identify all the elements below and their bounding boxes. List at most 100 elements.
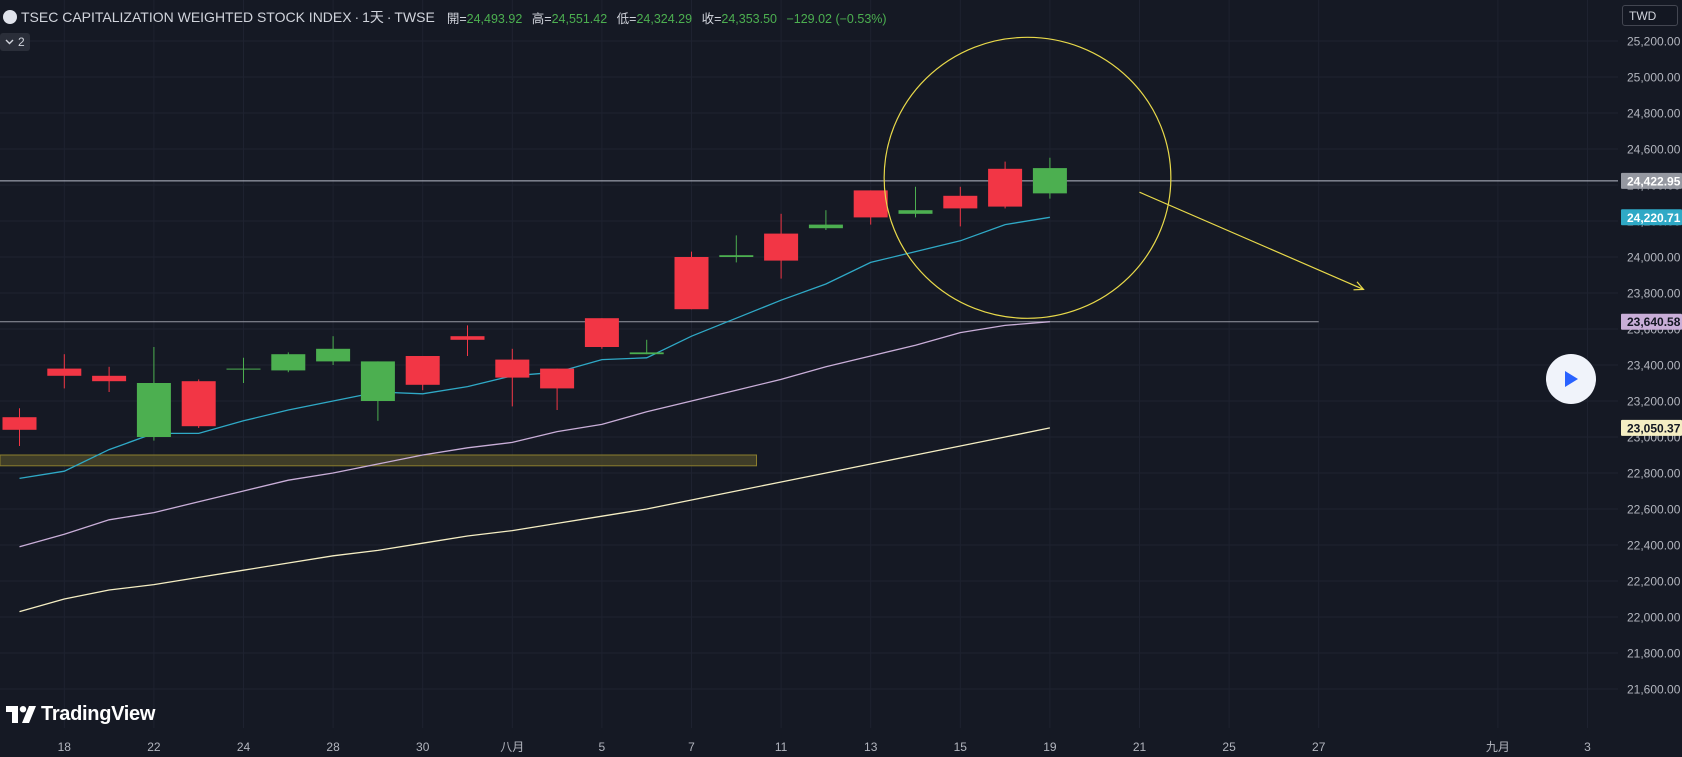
candle-down <box>853 190 888 225</box>
price-label-text: 23,640.58 <box>1627 315 1681 329</box>
change-value: −129.02 (−0.53%) <box>786 11 887 26</box>
candle-down <box>988 161 1023 209</box>
candle-body <box>764 233 799 261</box>
price-axis[interactable]: 25,200.00 25,000.00 24,800.00 24,600.00 24,4… <box>1618 0 1682 757</box>
candle-body <box>495 359 530 378</box>
candle-down <box>674 251 709 310</box>
close-label: 收= <box>701 11 722 26</box>
candle-down <box>47 354 82 389</box>
price-tick-label: 25,000.00 <box>1627 71 1681 85</box>
candle-up <box>808 210 843 230</box>
candle-down <box>764 213 799 279</box>
candle-body <box>719 255 754 257</box>
candle-body <box>47 368 82 376</box>
candle-body <box>988 168 1023 207</box>
candle-body <box>674 257 709 310</box>
tradingview-logo[interactable]: TradingView <box>6 703 155 726</box>
play-icon <box>1565 371 1578 387</box>
price-label-badge <box>1621 209 1682 226</box>
price-label-badge <box>1621 172 1682 189</box>
candle-body <box>226 368 261 370</box>
symbol-header: TSEC CAPITALIZATION WEIGHTED STOCK INDEX… <box>0 6 887 28</box>
candle-body <box>360 361 395 401</box>
date-tick-label: 18 <box>58 740 72 754</box>
date-tick-label: 24 <box>237 740 251 754</box>
chevron-down-icon <box>5 39 14 45</box>
currency-button[interactable]: TWD <box>1622 5 1678 26</box>
candle-body <box>898 210 933 214</box>
replay-play-button[interactable] <box>1546 354 1596 404</box>
horizontal-lines-layer <box>0 180 1618 323</box>
price-tick-label: 22,800.00 <box>1627 467 1681 481</box>
moving-averages-layer <box>19 216 1051 613</box>
candle-down <box>540 368 575 410</box>
candle-body <box>136 383 171 437</box>
candle-down <box>584 318 619 349</box>
symbol-name[interactable]: TSEC CAPITALIZATION WEIGHTED STOCK INDEX <box>21 9 352 25</box>
price-tick-label: 22,600.00 <box>1627 503 1681 517</box>
candle-body <box>181 381 216 427</box>
brand-name: TradingView <box>41 703 156 725</box>
price-tick-label: 21,600.00 <box>1627 683 1681 697</box>
trend-arrow-line <box>1139 191 1364 290</box>
exchange-label: TWSE <box>394 9 435 25</box>
date-tick-label: 13 <box>864 740 878 754</box>
candle-body <box>808 224 843 229</box>
date-tick-label: 11 <box>775 740 788 754</box>
candle-body <box>2 417 37 430</box>
candle-up <box>629 339 664 355</box>
date-tick-label: 15 <box>954 740 968 754</box>
ohlc-values: 開=24,493.92 高=24,551.42 低=24,324.29 收=24… <box>447 8 887 27</box>
symbol-logo-icon <box>3 10 17 24</box>
interval-label[interactable]: 1天 <box>362 9 384 25</box>
price-tick-label: 23,400.00 <box>1627 359 1681 373</box>
moving-average-line <box>19 216 1051 480</box>
candle-down <box>405 356 440 391</box>
price-tick-label: 23,800.00 <box>1627 287 1681 301</box>
price-tick-label: 25,200.00 <box>1627 35 1681 49</box>
date-tick-label: 九月 <box>1486 740 1510 754</box>
candle-down <box>943 186 978 227</box>
low-label: 低= <box>616 11 637 26</box>
price-tick-label: 24,000.00 <box>1627 251 1681 265</box>
candle-down <box>92 366 127 392</box>
price-label-text: 23,050.37 <box>1627 421 1681 435</box>
candle-up <box>898 186 933 218</box>
time-axis[interactable]: 18 22 24 28 30 八月 5 7 11 13 15 19 21 25 27 九月 3 <box>58 740 1592 754</box>
price-tick-label: 23,200.00 <box>1627 395 1681 409</box>
moving-average-line <box>19 321 1050 548</box>
candle-down <box>450 325 485 356</box>
price-label-text: 24,220.71 <box>1627 211 1681 225</box>
price-axis-background <box>1618 0 1682 757</box>
candle-up <box>271 352 306 373</box>
date-tick-label: 25 <box>1222 740 1236 754</box>
candle-up <box>1032 157 1067 199</box>
open-label: 開= <box>446 11 467 26</box>
candle-body <box>405 356 440 385</box>
indicators-toggle-button[interactable]: 2 <box>0 33 30 51</box>
high-label: 高= <box>531 11 552 26</box>
candle-body <box>316 348 351 362</box>
support-zone-layer <box>0 454 757 467</box>
separator: · <box>354 9 360 25</box>
grid-layer <box>0 0 1618 728</box>
separator: · <box>386 9 392 25</box>
date-tick-label: 八月 <box>500 740 524 754</box>
date-tick-label: 5 <box>599 740 606 754</box>
price-label-text: 24,422.95 <box>1627 174 1681 188</box>
support-zone-rect <box>0 454 757 467</box>
date-tick-label: 21 <box>1133 740 1147 754</box>
candle-body <box>629 352 664 355</box>
date-tick-label: 7 <box>688 740 695 754</box>
price-tick-label: 21,800.00 <box>1627 647 1681 661</box>
date-tick-label: 27 <box>1312 740 1326 754</box>
candle-down <box>2 408 37 446</box>
candle-up <box>719 235 754 263</box>
arrow-head-icon <box>1353 281 1365 291</box>
candle-body <box>1032 168 1067 194</box>
price-tick-label: 22,200.00 <box>1627 575 1681 589</box>
date-tick-label: 19 <box>1043 740 1057 754</box>
indicators-count: 2 <box>18 35 25 49</box>
price-tick-label: 24,600.00 <box>1627 143 1681 157</box>
